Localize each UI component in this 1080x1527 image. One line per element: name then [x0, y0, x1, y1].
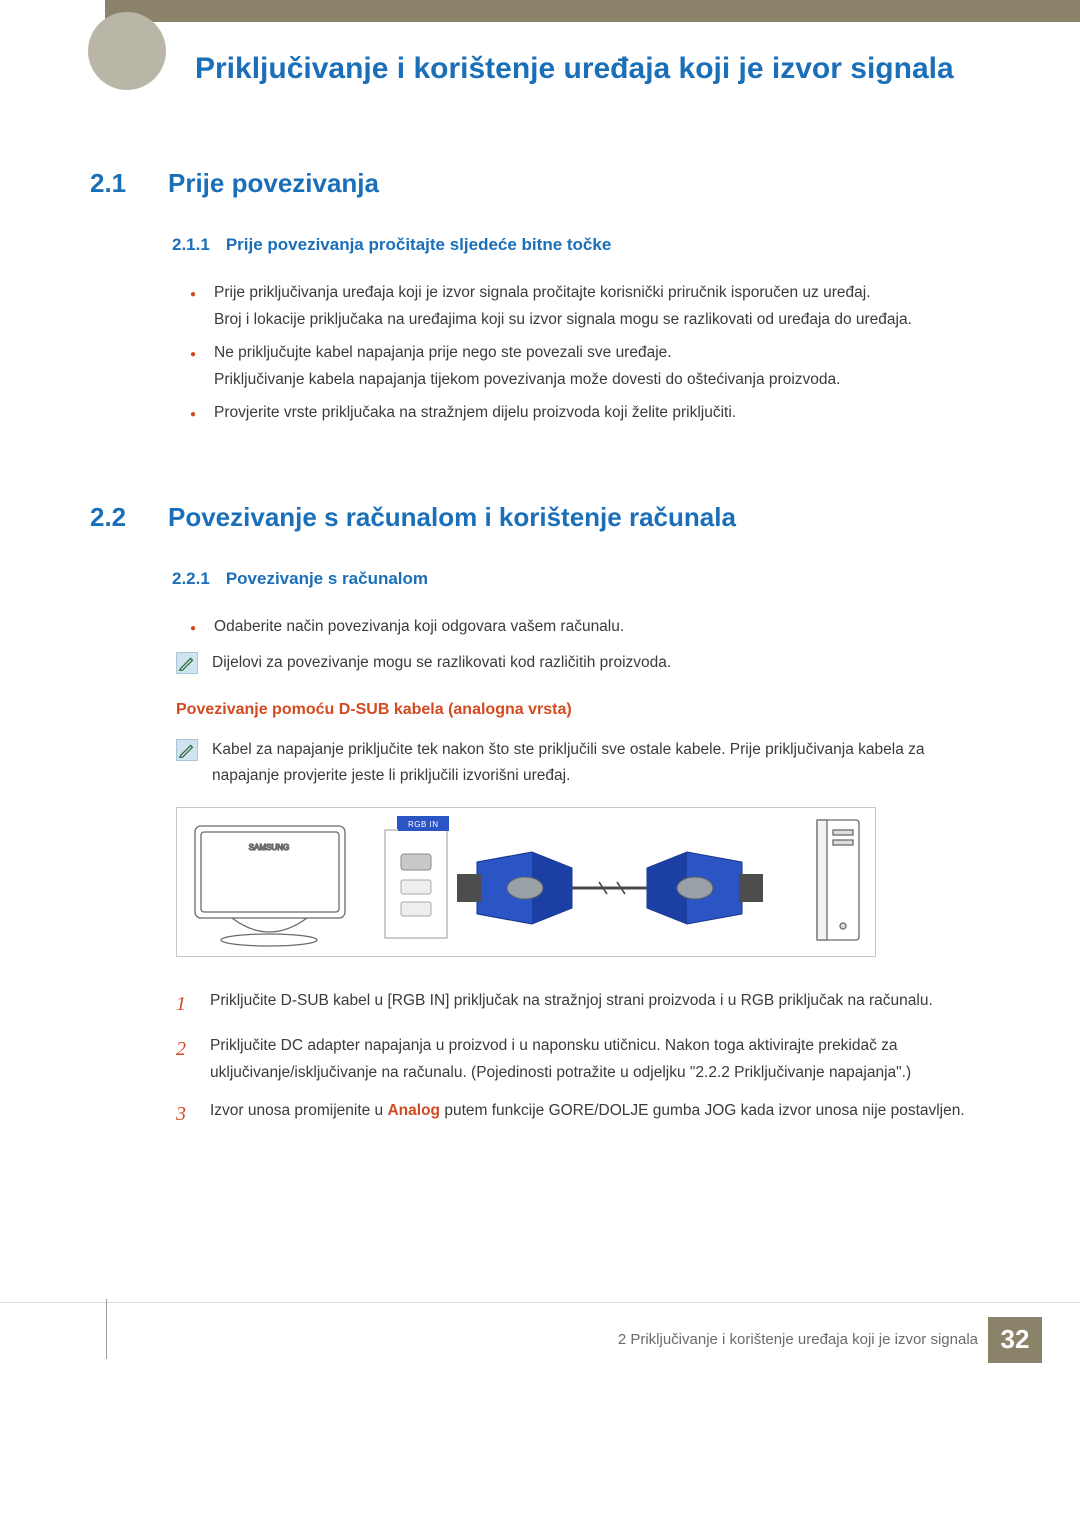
- section-number: 2.1: [90, 168, 140, 199]
- list-text: Broj i lokacije priključaka na uređajima…: [214, 306, 912, 333]
- subsection-number: 2.1.1: [172, 235, 210, 255]
- pencil-note-icon: [176, 739, 198, 761]
- bullet-icon: ●: [190, 346, 196, 393]
- step-text-part: putem funkcije GORE/DOLJE gumba JOG kada…: [440, 1102, 965, 1119]
- chapter-header: Priključivanje i korištenje uređaja koji…: [0, 22, 1080, 98]
- step-item: 3 Izvor unosa promijenite u Analog putem…: [176, 1097, 990, 1132]
- chapter-title: Priključivanje i korištenje uređaja koji…: [195, 50, 1020, 88]
- subsection-2-1-1: 2.1.1 Prije povezivanja pročitajte sljed…: [172, 235, 990, 255]
- note-block: Dijelovi za povezivanje mogu se razlikov…: [176, 650, 990, 676]
- bullet-icon: ●: [190, 286, 196, 333]
- step-number: 3: [176, 1097, 192, 1132]
- section-title: Prije povezivanja: [168, 168, 379, 199]
- bullet-list-2-1-1: ● Prije priključivanja uređaja koji je i…: [190, 279, 990, 427]
- section-number: 2.2: [90, 502, 140, 533]
- list-text: Ne priključujte kabel napajanja prije ne…: [214, 339, 840, 366]
- list-text: Priključivanje kabela napajanja tijekom …: [214, 366, 840, 393]
- chapter-number-circle: [88, 12, 166, 90]
- svg-text:SAMSUNG: SAMSUNG: [249, 843, 289, 852]
- list-text: Prije priključivanja uređaja koji je izv…: [214, 279, 912, 306]
- step-text: Izvor unosa promijenite u Analog putem f…: [210, 1097, 990, 1132]
- pencil-note-icon: [176, 652, 198, 674]
- step-text: Priključite D-SUB kabel u [RGB IN] prikl…: [210, 987, 990, 1022]
- step-number: 1: [176, 987, 192, 1022]
- page-content: 2.1 Prije povezivanja 2.1.1 Prije povezi…: [0, 98, 1080, 1182]
- list-item: ● Odaberite način povezivanja koji odgov…: [190, 613, 990, 640]
- step-item: 1 Priključite D-SUB kabel u [RGB IN] pri…: [176, 987, 990, 1022]
- page-number: 32: [988, 1317, 1042, 1363]
- keyword-analog: Analog: [387, 1102, 440, 1119]
- step-text: Priključite DC adapter napajanja u proiz…: [210, 1032, 990, 1086]
- list-text: Provjerite vrste priključaka na stražnje…: [214, 399, 736, 426]
- section-2-1: 2.1 Prije povezivanja: [90, 168, 990, 199]
- page-footer: 2 Priključivanje i korištenje uređaja ko…: [0, 1302, 1080, 1393]
- section-title: Povezivanje s računalom i korištenje rač…: [168, 502, 736, 533]
- footer-chapter-text: 2 Priključivanje i korištenje uređaja ko…: [618, 1331, 988, 1348]
- rgb-in-label: RGB IN: [398, 818, 449, 831]
- note-text: Kabel za napajanje priključite tek nakon…: [212, 737, 990, 790]
- section-2-2: 2.2 Povezivanje s računalom i korištenje…: [90, 502, 990, 533]
- step-item: 2 Priključite DC adapter napajanja u pro…: [176, 1032, 990, 1086]
- subsection-2-2-1: 2.2.1 Povezivanje s računalom: [172, 569, 990, 589]
- step-text-part: Izvor unosa promijenite u: [210, 1102, 387, 1119]
- numbered-steps: 1 Priključite D-SUB kabel u [RGB IN] pri…: [176, 987, 990, 1131]
- list-item: ● Provjerite vrste priključaka na stražn…: [190, 399, 990, 426]
- bullet-icon: ●: [190, 406, 196, 426]
- list-text: Odaberite način povezivanja koji odgovar…: [214, 613, 624, 640]
- subsection-title: Povezivanje s računalom: [226, 569, 428, 589]
- footer-divider: [106, 1299, 107, 1359]
- list-item: ● Ne priključujte kabel napajanja prije …: [190, 339, 990, 393]
- figure-heading: Povezivanje pomoću D-SUB kabela (analogn…: [176, 701, 990, 719]
- header-bar: [0, 0, 1080, 22]
- note-text: Dijelovi za povezivanje mogu se razlikov…: [212, 650, 671, 676]
- subsection-number: 2.2.1: [172, 569, 210, 589]
- bullet-icon: ●: [190, 620, 196, 640]
- subsection-title: Prije povezivanja pročitajte sljedeće bi…: [226, 235, 611, 255]
- note-block: Kabel za napajanje priključite tek nakon…: [176, 737, 990, 790]
- list-item: ● Prije priključivanja uređaja koji je i…: [190, 279, 990, 333]
- step-number: 2: [176, 1032, 192, 1086]
- bullet-list-2-2-1: ● Odaberite način povezivanja koji odgov…: [190, 613, 990, 640]
- connection-diagram: RGB IN SAMSUNG: [176, 807, 876, 957]
